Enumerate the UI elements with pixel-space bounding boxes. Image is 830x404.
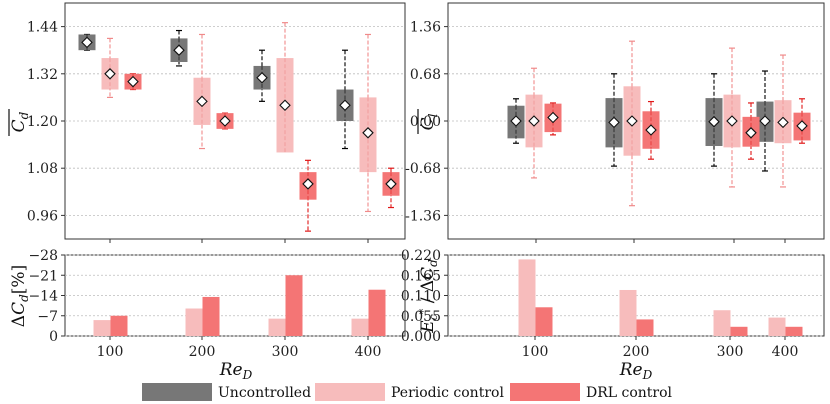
ytick-label-cl: 0.68 xyxy=(410,67,441,83)
xlabel-right: ReD xyxy=(619,360,653,382)
mean-marker-cl xyxy=(528,115,540,127)
bar-dcd xyxy=(185,308,203,336)
mean-marker-cl xyxy=(608,116,620,129)
bar-eff xyxy=(730,326,748,336)
ytick-label-dcd: −28 xyxy=(28,248,58,264)
xtick-label-dcd: 100 xyxy=(97,344,124,360)
ytick-label-dcd: −14 xyxy=(28,289,58,305)
bar-dcd xyxy=(110,315,128,336)
mean-marker-cd xyxy=(362,127,374,139)
mean-marker-cl xyxy=(708,115,720,128)
xtick-label-eff: 100 xyxy=(522,344,549,360)
ytick-label-dcd: 0 xyxy=(49,329,58,345)
bar-eff xyxy=(713,310,731,336)
mean-marker-cd xyxy=(127,75,139,88)
bar-eff xyxy=(785,326,803,336)
legend-swatch-drl xyxy=(510,383,580,401)
ylabel-cl: Cl xyxy=(417,109,440,134)
mean-marker-cd xyxy=(196,95,208,108)
mean-marker-cd xyxy=(339,99,351,112)
ytick-label-dcd: −7 xyxy=(37,309,58,325)
mean-marker-cl xyxy=(726,115,738,127)
mean-marker-cl xyxy=(745,127,757,139)
mean-marker-cl xyxy=(759,115,771,127)
mean-marker-cl xyxy=(626,115,638,127)
xlabel-left: ReD xyxy=(219,360,253,382)
ytick-label-cl: -1.36 xyxy=(405,208,441,224)
mean-marker-cd xyxy=(302,178,314,190)
ylabel-cd: Cd xyxy=(8,109,31,136)
ylabel-eff: Ec* / ΔCd xyxy=(417,259,440,334)
legend-label-periodic: Periodic control xyxy=(391,385,504,401)
bar-dcd xyxy=(351,318,369,336)
ytick-label-cd: 1.32 xyxy=(27,67,58,83)
bar-eff xyxy=(518,259,536,336)
bar-eff xyxy=(768,317,786,336)
bar-dcd xyxy=(202,296,220,336)
ytick-label-cd: 1.08 xyxy=(27,161,58,177)
ytick-label-eff: 0.220 xyxy=(401,248,441,264)
svg-text:Cl: Cl xyxy=(418,113,440,130)
bar-dcd xyxy=(368,289,386,336)
mean-marker-cd xyxy=(279,99,291,112)
bar-eff xyxy=(535,307,553,336)
ytick-label-dcd: −21 xyxy=(28,268,58,284)
ytick-label-cd: 0.96 xyxy=(27,208,58,224)
ytick-label-eff: 0.110 xyxy=(401,289,441,305)
ytick-label-cl: -0.68 xyxy=(405,161,441,177)
mean-marker-cl xyxy=(777,116,789,129)
ytick-label-cd: 1.44 xyxy=(27,20,58,36)
mean-marker-cd xyxy=(385,178,397,190)
mean-marker-cd xyxy=(173,44,185,56)
xtick-label-eff: 200 xyxy=(623,344,650,360)
xtick-label-dcd: 200 xyxy=(189,344,216,360)
mean-marker-cd xyxy=(81,36,93,49)
ytick-label-cd: 1.20 xyxy=(27,114,58,130)
mean-marker-cd xyxy=(219,115,231,127)
legend-swatch-uncontrolled xyxy=(142,383,212,401)
bar-eff xyxy=(636,319,654,336)
legend: Uncontrolled Periodic control DRL contro… xyxy=(142,383,673,401)
legend-swatch-periodic xyxy=(315,383,385,401)
xtick-label-dcd: 300 xyxy=(272,344,299,360)
mean-marker-cd xyxy=(104,68,116,80)
bar-dcd xyxy=(268,318,286,336)
ytick-label-eff: 0.000 xyxy=(401,329,441,345)
mean-marker-cl xyxy=(547,111,559,124)
ytick-label-eff: 0.055 xyxy=(401,309,441,325)
bar-dcd xyxy=(285,275,303,336)
legend-label-uncontrolled: Uncontrolled xyxy=(218,385,311,401)
mean-marker-cl xyxy=(796,120,808,132)
ytick-label-eff: 0.165 xyxy=(401,268,441,284)
bar-eff xyxy=(619,289,637,336)
svg-text:Cd: Cd xyxy=(9,111,31,132)
ytick-label-cl: 1.36 xyxy=(410,20,441,36)
xtick-label-eff: 300 xyxy=(717,344,744,360)
mean-marker-cd xyxy=(256,71,268,84)
mean-marker-cl xyxy=(510,115,522,127)
xtick-label-eff: 400 xyxy=(772,344,799,360)
legend-label-drl: DRL control xyxy=(586,385,673,401)
xtick-label-dcd: 400 xyxy=(355,344,382,360)
bar-dcd xyxy=(93,320,111,336)
mean-marker-cl xyxy=(645,124,657,136)
ylabel-dcd: ΔCd[%] xyxy=(9,265,31,327)
